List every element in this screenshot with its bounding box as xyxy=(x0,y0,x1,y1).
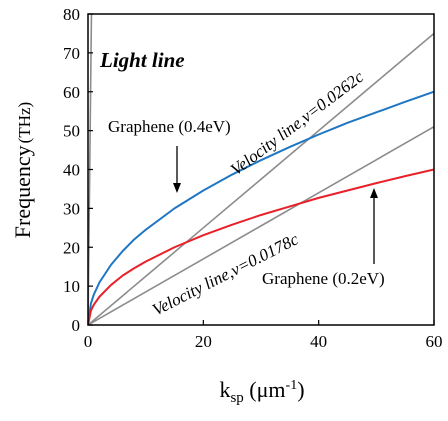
x-axis-label-close: ) xyxy=(297,377,304,402)
graphene-high-label: Graphene (0.4eV) xyxy=(108,117,231,136)
x-axis-label-sup: -1 xyxy=(286,378,298,393)
x-tick-label: 40 xyxy=(310,332,327,351)
graphene-low-arrowhead xyxy=(370,188,378,198)
y-axis-label-main: Frequency xyxy=(10,145,35,238)
x-tick-label: 60 xyxy=(426,332,443,351)
y-tick-label: 20 xyxy=(63,238,80,257)
graphene-low-label: Graphene (0.2eV) xyxy=(262,269,385,288)
y-tick-label: 50 xyxy=(63,122,80,141)
x-axis-label-sub: sp xyxy=(230,390,243,406)
y-tick-label: 40 xyxy=(63,161,80,180)
series-velocity-line-v-0-0262c xyxy=(88,32,434,325)
y-tick-label: 60 xyxy=(63,83,80,102)
series-graphene-0-4ev xyxy=(88,90,434,325)
series-graphene-0-2ev xyxy=(88,168,434,325)
x-axis-label-unit: (μm xyxy=(244,377,286,402)
x-axis-label-main: k xyxy=(219,377,230,402)
y-axis-label: Frequency(THz) xyxy=(10,102,35,238)
light-line-label: Light line xyxy=(99,48,185,72)
y-tick-label: 80 xyxy=(63,5,80,24)
x-tick-label: 20 xyxy=(195,332,212,351)
x-axis-label: ksp (μm-1) xyxy=(219,377,304,406)
y-tick-label: 30 xyxy=(63,199,80,218)
series-velocity-line-v-0-0178c xyxy=(88,126,434,325)
ticks-layer: 0 10 20 30 40 50 60 70 80 0 20 40 60 xyxy=(63,5,443,351)
plot-area xyxy=(88,14,434,325)
graphene-high-arrowhead xyxy=(173,183,181,193)
y-tick-label: 10 xyxy=(63,277,80,296)
y-tick-label: 70 xyxy=(63,44,80,63)
y-axis-label-unit: (THz) xyxy=(15,102,34,144)
y-tick-label: 0 xyxy=(72,316,81,335)
series-layer xyxy=(88,14,434,325)
x-tick-label: 0 xyxy=(84,332,93,351)
